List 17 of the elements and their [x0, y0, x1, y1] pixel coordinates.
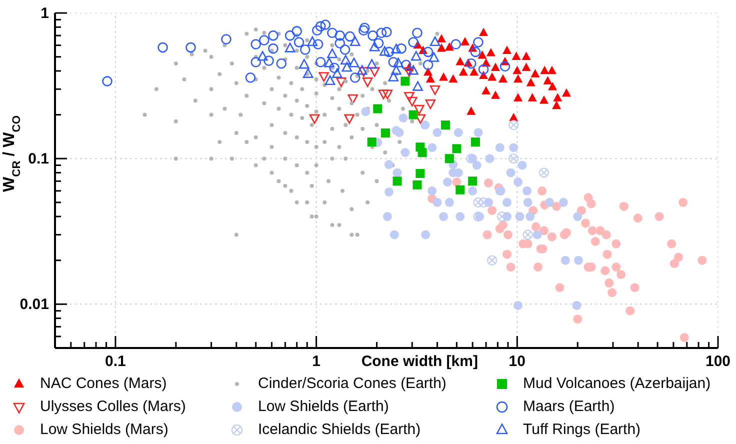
- y-tick-label: 0.1: [28, 150, 49, 168]
- legend-label: Maars (Earth): [523, 398, 615, 415]
- legend-label: Cinder/Scoria Cones (Earth): [258, 375, 446, 392]
- legend-label: Mud Volcanoes (Azerbaijan): [523, 375, 711, 392]
- legend-label: Icelandic Shields (Earth): [258, 421, 421, 438]
- legend-label: NAC Cones (Mars): [40, 375, 167, 392]
- x-tick-label: 0.1: [105, 353, 126, 370]
- legend-label: Ulysses Colles (Mars): [40, 398, 186, 415]
- y-tick-label: 1: [40, 5, 49, 22]
- x-axis-title: Cone width [km]: [361, 353, 478, 370]
- legend-label: Tuff Rings (Earth): [523, 421, 641, 438]
- legend-label: Low Shields (Earth): [258, 398, 389, 415]
- x-tick-label: 100: [705, 353, 731, 370]
- legend-label: Low Shields (Mars): [40, 421, 168, 438]
- y-tick-label: 0.01: [20, 296, 49, 314]
- x-tick-label: 10: [508, 353, 526, 370]
- x-tick-label: 1: [312, 353, 320, 370]
